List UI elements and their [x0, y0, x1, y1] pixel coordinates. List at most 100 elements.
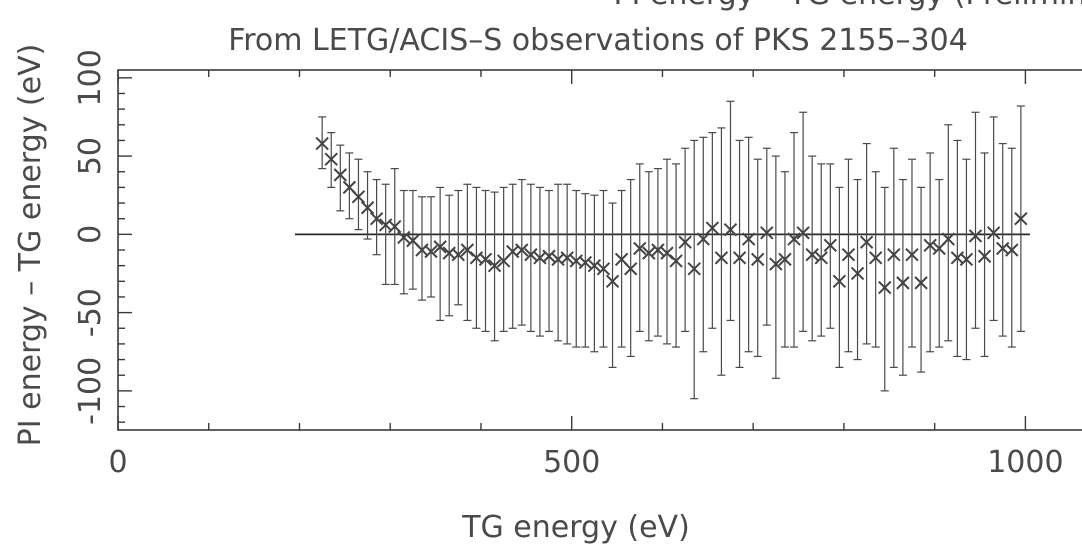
data-point-marker	[887, 247, 901, 262]
marker-stroke	[723, 222, 738, 237]
marker-stroke	[669, 254, 683, 268]
marker-stroke	[324, 152, 338, 166]
error-bar	[644, 171, 653, 342]
error-bar	[363, 171, 372, 240]
x-tick-label: 500	[543, 445, 600, 480]
error-bar	[336, 144, 345, 212]
error-bar	[672, 163, 681, 348]
marker-stroke	[878, 280, 892, 295]
marker-stroke	[460, 243, 475, 257]
marker-stroke	[751, 252, 765, 267]
error-bar	[572, 189, 581, 348]
marker-stroke	[859, 235, 874, 249]
marker-stroke	[388, 219, 402, 234]
x-tick-label: 0	[108, 445, 127, 480]
data-point-marker	[723, 222, 738, 237]
data-point-marker	[741, 232, 756, 246]
marker-stroke	[814, 251, 828, 265]
error-bar	[726, 100, 735, 322]
data-point-marker	[388, 219, 402, 234]
marker-stroke	[678, 235, 692, 249]
marker-stroke	[351, 190, 366, 204]
error-bar	[590, 194, 599, 353]
marker-stroke	[959, 252, 974, 267]
error-bar	[427, 196, 436, 298]
marker-stroke	[551, 252, 565, 267]
marker-stroke	[896, 276, 910, 290]
error-bar	[1007, 147, 1016, 348]
marker-stroke	[696, 232, 710, 246]
error-bar	[699, 136, 708, 353]
data-point-marker	[732, 251, 747, 265]
error-bar	[617, 189, 626, 348]
marker-stroke	[660, 246, 674, 260]
error-bar	[354, 158, 363, 231]
marker-stroke	[642, 246, 656, 260]
data-point-marker	[324, 152, 338, 166]
data-point-marker	[333, 168, 348, 182]
data-point-marker	[369, 211, 384, 226]
data-point-marker	[1014, 211, 1028, 226]
partial-title: PI energy – TG energy (Preliminary)	[613, 0, 1082, 12]
data-point-marker	[560, 251, 574, 265]
error-bar	[771, 155, 780, 379]
data-point-marker	[524, 247, 538, 262]
data-point-marker	[914, 276, 928, 290]
y-tick-label: 0	[73, 225, 108, 244]
data-point-marker	[787, 232, 801, 246]
error-bar	[762, 147, 771, 326]
marker-stroke	[832, 274, 847, 289]
x-tick-label: 1000	[987, 445, 1063, 480]
error-bar	[753, 158, 762, 358]
error-bar	[653, 168, 662, 337]
error-bar	[454, 189, 463, 306]
data-point-marker	[542, 249, 556, 263]
marker-stroke	[342, 180, 357, 195]
marker-stroke	[841, 247, 856, 262]
data-point-marker	[796, 226, 810, 240]
marker-stroke	[732, 251, 747, 265]
marker-stroke	[986, 226, 1001, 240]
data-point-marker	[841, 247, 856, 262]
marker-stroke	[1014, 211, 1028, 226]
marker-stroke	[524, 247, 538, 262]
marker-stroke	[905, 247, 919, 262]
marker-stroke	[787, 232, 801, 246]
data-point-marker	[769, 257, 783, 271]
error-bar	[708, 132, 717, 329]
marker-stroke	[687, 262, 701, 276]
error-bar	[499, 186, 508, 332]
error-bar	[417, 196, 426, 301]
data-point-marker	[878, 280, 892, 295]
data-point-marker	[896, 276, 910, 290]
marker-stroke	[914, 276, 928, 290]
error-bar	[835, 186, 844, 368]
data-point-marker	[669, 254, 683, 268]
error-bar	[545, 189, 554, 332]
error-bar	[526, 183, 535, 332]
marker-stroke	[923, 238, 937, 253]
marker-stroke	[850, 266, 865, 281]
error-bar	[808, 155, 817, 342]
data-point-marker	[487, 258, 502, 273]
data-point-marker	[859, 235, 874, 249]
data-point-marker	[360, 201, 375, 215]
error-bar	[345, 152, 354, 220]
data-point-marker	[778, 252, 792, 267]
marker-stroke	[741, 232, 756, 246]
error-bar	[898, 178, 907, 376]
error-bar	[853, 178, 862, 361]
marker-stroke	[714, 251, 729, 265]
error-bar	[926, 152, 935, 353]
error-bar	[372, 178, 381, 256]
chart-title: From LETG/ACIS–S observations of PKS 215…	[228, 23, 968, 58]
error-bar	[817, 163, 826, 337]
data-point-marker	[832, 274, 847, 289]
error-bar	[889, 147, 898, 368]
marker-stroke	[315, 136, 329, 151]
data-point-marker	[633, 241, 647, 256]
data-point-marker	[623, 262, 638, 276]
marker-stroke	[778, 252, 792, 267]
data-point-marker	[515, 243, 529, 257]
